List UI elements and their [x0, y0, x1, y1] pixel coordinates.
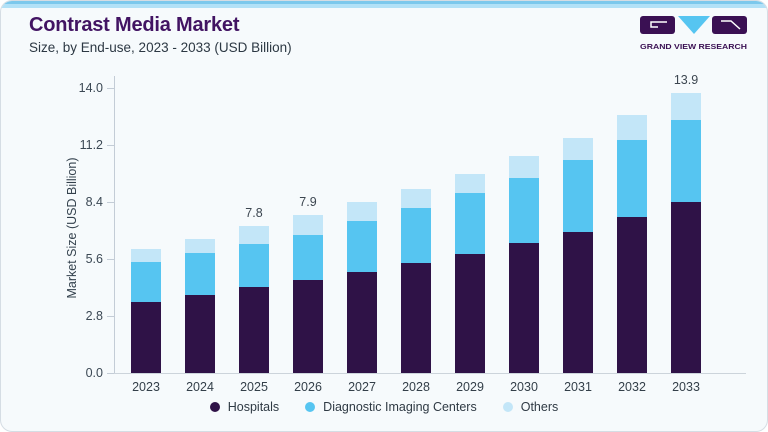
x-tick-label-2032: 2032 [618, 380, 646, 394]
bar-segment-others [509, 156, 539, 178]
x-tick-label-2031: 2031 [564, 380, 592, 394]
bar-segment-hospitals [401, 263, 431, 373]
bar-segment-hospitals [563, 231, 593, 373]
bar-value-label-2033: 13.9 [673, 73, 699, 88]
x-tick-label-2033: 2033 [672, 380, 700, 394]
bar-segment-others [131, 248, 161, 263]
bar-segment-hospitals [293, 280, 323, 373]
svg-text:GRAND VIEW RESEARCH: GRAND VIEW RESEARCH [640, 42, 747, 51]
bar-segment-diagnostic-imaging-centers [185, 252, 215, 295]
bar-segment-others [617, 115, 647, 140]
y-tick-label: 11.2 [79, 138, 103, 152]
bar-segment-others [401, 188, 431, 209]
y-tick-label: 2.8 [85, 309, 103, 323]
y-axis-title: Market Size (USD Billion) [65, 157, 79, 299]
x-tick-label-2024: 2024 [186, 380, 214, 394]
bar-segment-diagnostic-imaging-centers [239, 243, 269, 288]
bar-segment-diagnostic-imaging-centers [509, 177, 539, 243]
y-tick-mark [107, 316, 114, 317]
bar-segment-hospitals [455, 253, 485, 373]
y-tick-mark [107, 202, 114, 203]
stacked-bar-2025 [239, 226, 269, 373]
bar-segment-others [455, 173, 485, 193]
stacked-bar-2028 [401, 188, 431, 373]
legend: Hospitals Diagnostic Imaging Centers Other… [1, 400, 767, 414]
bar-segment-hospitals [509, 242, 539, 373]
bar-segment-diagnostic-imaging-centers [671, 119, 701, 202]
legend-dot-icon [209, 402, 220, 412]
legend-label: Diagnostic Imaging Centers [323, 400, 477, 414]
bar-segment-diagnostic-imaging-centers [617, 139, 647, 218]
legend-item-hospitals: Hospitals [209, 400, 280, 414]
y-axis-line [114, 76, 115, 373]
legend-label: Hospitals [227, 400, 280, 414]
x-axis-line [114, 373, 746, 374]
bar-segment-hospitals [617, 217, 647, 373]
gvr-logo-icon: GRAND VIEW RESEARCH [640, 16, 747, 51]
bar-segment-diagnostic-imaging-centers [401, 208, 431, 264]
x-tick-label-2030: 2030 [510, 380, 538, 394]
x-tick-label-2028: 2028 [402, 380, 430, 394]
bar-segment-hospitals [239, 287, 269, 373]
top-accent-strip [1, 1, 767, 8]
bar-segment-diagnostic-imaging-centers [293, 234, 323, 281]
legend-dot-icon [305, 402, 316, 412]
legend-item-diagnostic-imaging-centers: Diagnostic Imaging Centers [305, 400, 477, 414]
stacked-bar-2032 [617, 115, 647, 373]
bar-segment-diagnostic-imaging-centers [131, 262, 161, 302]
bar-segment-others [563, 137, 593, 161]
stacked-bar-2024 [185, 238, 215, 373]
legend-label: Others [520, 400, 559, 414]
chart-subtitle: Size, by End-use, 2023 - 2033 (USD Billi… [29, 40, 292, 55]
y-tick-label: 8.4 [85, 195, 103, 209]
bar-value-label-2026: 7.9 [299, 195, 317, 210]
y-tick-mark [107, 145, 114, 146]
bar-segment-hospitals [185, 294, 215, 373]
stacked-bar-2027 [347, 202, 377, 373]
bar-segment-hospitals [671, 201, 701, 373]
grand-view-research-logo: GRAND VIEW RESEARCH [640, 16, 747, 54]
bar-segment-diagnostic-imaging-centers [563, 160, 593, 232]
bar-segment-diagnostic-imaging-centers [455, 192, 485, 254]
bar-segment-hospitals [131, 301, 161, 373]
chart-title: Contrast Media Market [29, 14, 240, 36]
bar-segment-others [239, 226, 269, 244]
x-tick-label-2027: 2027 [348, 380, 376, 394]
stacked-bar-2031 [563, 137, 593, 373]
y-tick-mark [107, 259, 114, 260]
bar-segment-hospitals [347, 272, 377, 373]
stacked-bar-2023 [131, 248, 161, 373]
bar-segment-others [347, 202, 377, 222]
stacked-bar-2029 [455, 173, 485, 374]
legend-dot-icon [502, 402, 513, 412]
x-tick-label-2029: 2029 [456, 380, 484, 394]
y-tick-label: 0.0 [85, 366, 103, 380]
y-tick-mark [107, 373, 114, 374]
bar-segment-others [185, 238, 215, 253]
stacked-bar-2026 [293, 215, 323, 373]
bar-segment-others [671, 93, 701, 120]
x-tick-label-2023: 2023 [132, 380, 160, 394]
stacked-bar-2033 [671, 93, 701, 373]
x-tick-label-2026: 2026 [294, 380, 322, 394]
bar-segment-diagnostic-imaging-centers [347, 221, 377, 273]
legend-item-others: Others [502, 400, 559, 414]
x-tick-label-2025: 2025 [240, 380, 268, 394]
bar-value-label-2025: 7.8 [245, 206, 263, 221]
bar-segment-others [293, 215, 323, 235]
stacked-bar-2030 [509, 156, 539, 373]
y-tick-mark [107, 88, 114, 89]
y-tick-label: 5.6 [85, 252, 103, 266]
y-tick-label: 14.0 [78, 81, 103, 95]
